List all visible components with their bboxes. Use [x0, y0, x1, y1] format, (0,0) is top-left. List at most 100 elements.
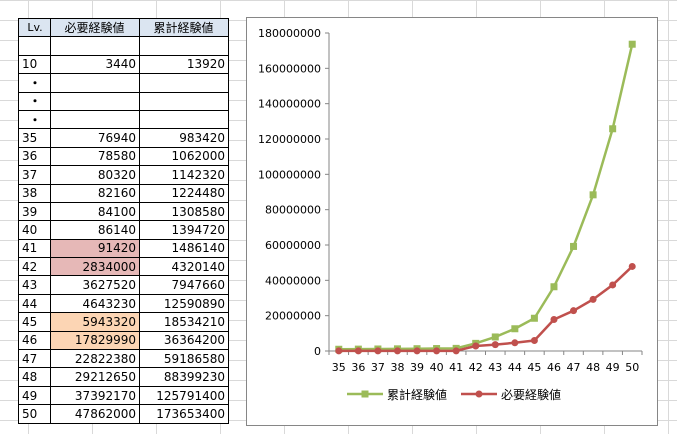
required-exp-cell[interactable]	[50, 109, 140, 130]
x-tick-label: 45	[527, 361, 541, 374]
cumulative-exp-cell[interactable]: 1308580	[139, 201, 229, 222]
level-cell[interactable]: 48	[18, 367, 51, 387]
column-header[interactable]: 必要経験値	[50, 17, 140, 38]
required-exp-cell[interactable]	[50, 36, 140, 56]
experience-table: Lv. 必要経験値 累計経験値 10 3440 13920 ・・・ 35 76940 983420…	[18, 17, 229, 424]
level-cell[interactable]: 44	[18, 293, 51, 314]
level-cell[interactable]: 49	[18, 385, 51, 406]
table-row: 45 5943320 18534210	[18, 312, 229, 332]
level-cell[interactable]: 39	[18, 201, 51, 222]
level-cell[interactable]	[18, 36, 51, 56]
cumulative-exp-cell[interactable]: 7947660	[139, 275, 229, 295]
required-exp-cell[interactable]: 37392170	[50, 385, 140, 406]
cumulative-exp-cell[interactable]: 4320140	[139, 257, 229, 277]
required-exp-cell[interactable]: 4643230	[50, 293, 140, 314]
required-exp-cell[interactable]: 47862000	[50, 404, 140, 424]
table-row: 36 78580 1062000	[18, 146, 229, 167]
required-exp-cell[interactable]: 3440	[50, 54, 140, 75]
data-point	[628, 40, 636, 48]
legend-label: 累計経験値	[387, 387, 448, 402]
level-cell[interactable]: 45	[18, 312, 51, 332]
cumulative-exp-cell[interactable]	[139, 36, 229, 56]
cumulative-exp-cell[interactable]: 173653400	[139, 404, 229, 424]
level-cell[interactable]: 36	[18, 146, 51, 167]
legend-swatch	[461, 388, 498, 400]
cumulative-exp-cell[interactable]: 36364200	[139, 330, 229, 351]
data-point	[393, 347, 401, 355]
data-table: Lv. 必要経験値 累計経験値 10 3440 13920 ・・・ 35 76940 983420…	[18, 17, 229, 424]
required-exp-cell[interactable]: 22822380	[50, 349, 140, 369]
required-exp-cell[interactable]: 5943320	[50, 312, 140, 332]
required-exp-cell[interactable]: 84100	[50, 201, 140, 222]
chart-area[interactable]: 0 20000000 40000000 60000000 80000000 1000000…	[246, 17, 658, 426]
column-header[interactable]: Lv.	[18, 17, 51, 38]
level-cell[interactable]: 38	[18, 183, 51, 203]
level-cell[interactable]: 46	[18, 330, 51, 351]
level-cell[interactable]: ・	[18, 109, 51, 130]
required-exp-cell[interactable]: 29212650	[50, 367, 140, 387]
cumulative-exp-cell[interactable]: 1062000	[139, 146, 229, 167]
cumulative-exp-cell[interactable]: 12590890	[139, 293, 229, 314]
required-exp-cell[interactable]: 82160	[50, 183, 140, 203]
table-row: 42 2834000 4320140	[18, 257, 229, 277]
required-exp-cell[interactable]: 2834000	[50, 257, 140, 277]
required-exp-cell[interactable]: 17829990	[50, 330, 140, 351]
legend-item[interactable]: 必要経験値	[461, 386, 561, 403]
y-tick-label: 80000000	[265, 204, 321, 217]
x-tick-label: 38	[390, 361, 404, 374]
level-cell[interactable]: ・	[18, 73, 51, 93]
cumulative-exp-cell[interactable]: 13920	[139, 54, 229, 75]
data-point	[550, 283, 558, 291]
level-cell[interactable]: 42	[18, 257, 51, 277]
data-point	[511, 339, 519, 347]
level-cell[interactable]: 41	[18, 238, 51, 259]
data-point	[589, 191, 597, 199]
required-exp-cell[interactable]: 3627520	[50, 275, 140, 295]
required-exp-cell[interactable]	[50, 73, 140, 93]
table-row: 38 82160 1224480	[18, 183, 229, 203]
cumulative-exp-cell[interactable]	[139, 91, 229, 111]
cumulative-exp-cell[interactable]: 983420	[139, 128, 229, 148]
required-exp-cell[interactable]: 76940	[50, 128, 140, 148]
data-point	[354, 347, 362, 355]
table-row: 37 80320 1142320	[18, 165, 229, 185]
required-exp-cell[interactable]: 78580	[50, 146, 140, 167]
level-cell[interactable]: 37	[18, 165, 51, 185]
cumulative-exp-cell[interactable]: 59186580	[139, 349, 229, 369]
required-exp-cell[interactable]: 91420	[50, 238, 140, 259]
cumulative-exp-cell[interactable]: 1394720	[139, 220, 229, 240]
cumulative-exp-cell[interactable]: 88399230	[139, 367, 229, 387]
column-header[interactable]: 累計経験値	[139, 17, 229, 38]
y-tick-label: 20000000	[265, 310, 321, 323]
y-tick-label: 40000000	[265, 274, 321, 287]
required-exp-cell[interactable]: 80320	[50, 165, 140, 185]
level-cell[interactable]: 35	[18, 128, 51, 148]
level-cell[interactable]: 40	[18, 220, 51, 240]
legend-item[interactable]: 累計経験値	[347, 386, 447, 403]
x-tick-label: 49	[606, 361, 620, 374]
cumulative-exp-cell[interactable]: 1224480	[139, 183, 229, 203]
data-point	[628, 262, 636, 270]
x-tick-label: 40	[430, 361, 444, 374]
level-cell[interactable]: 47	[18, 349, 51, 369]
cumulative-exp-cell[interactable]: 18534210	[139, 312, 229, 332]
data-point	[570, 242, 578, 250]
required-exp-cell[interactable]	[50, 91, 140, 111]
level-cell[interactable]: 10	[18, 54, 51, 75]
data-point	[530, 314, 538, 322]
cumulative-exp-cell[interactable]: 1142320	[139, 165, 229, 185]
data-point	[570, 307, 578, 315]
chart-legend: 累計経験値 必要経験値	[347, 382, 561, 406]
x-tick-label: 36	[351, 361, 365, 374]
series-line-0	[338, 43, 634, 351]
level-cell[interactable]: 50	[18, 404, 51, 424]
level-cell[interactable]: ・	[18, 91, 51, 111]
required-exp-cell[interactable]: 86140	[50, 220, 140, 240]
data-point	[511, 325, 519, 333]
cumulative-exp-cell[interactable]	[139, 109, 229, 130]
cumulative-exp-cell[interactable]: 1486140	[139, 238, 229, 259]
cumulative-exp-cell[interactable]: 125791400	[139, 385, 229, 406]
cumulative-exp-cell[interactable]	[139, 73, 229, 93]
level-cell[interactable]: 43	[18, 275, 51, 295]
data-point	[472, 342, 480, 350]
